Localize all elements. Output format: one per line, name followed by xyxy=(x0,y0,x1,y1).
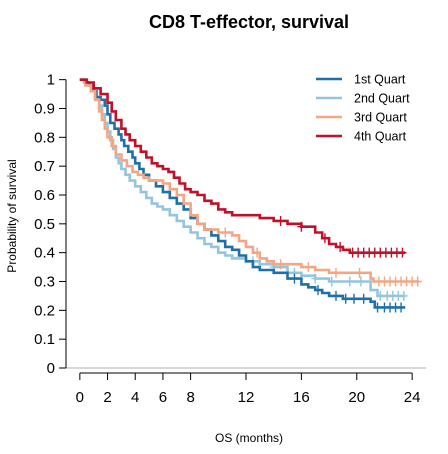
y-tick-label: 0.7 xyxy=(34,158,55,175)
legend-label: 1st Quart xyxy=(354,73,406,87)
censor-mark xyxy=(373,302,382,313)
censor-mark xyxy=(253,247,262,258)
censor-mark xyxy=(356,276,365,287)
censor-mark xyxy=(345,276,354,287)
censor-mark xyxy=(311,273,320,284)
censor-mark xyxy=(399,290,408,301)
x-tick-label: 6 xyxy=(159,389,167,406)
y-tick-label: 0.8 xyxy=(34,129,55,146)
x-tick-label: 4 xyxy=(131,389,139,406)
chart-title: CD8 T-effector, survival xyxy=(149,12,349,32)
censor-mark xyxy=(332,290,340,301)
y-tick-label: 0.5 xyxy=(34,216,55,233)
legend-label: 3rd Quart xyxy=(354,111,407,125)
censor-mark xyxy=(397,302,406,313)
legend-label: 2nd Quart xyxy=(354,92,410,106)
censor-mark xyxy=(350,293,358,304)
censor-mark xyxy=(276,259,285,270)
y-tick-label: 0.2 xyxy=(34,302,55,319)
survival-curve xyxy=(79,78,406,309)
legend-label: 4th Quart xyxy=(354,130,407,144)
censor-mark xyxy=(221,227,230,238)
y-tick-label: 0.9 xyxy=(34,100,55,117)
censor-mark xyxy=(304,262,313,273)
legend: 1st Quart 2nd Quart 3rd Quart 4th Quart xyxy=(316,73,410,144)
censor-mark xyxy=(327,276,336,287)
y-tick-label: 1 xyxy=(47,72,55,89)
censor-mark xyxy=(413,276,422,287)
y-tick-label: 0.3 xyxy=(34,273,55,290)
x-tick-label: 0 xyxy=(76,389,84,406)
censor-mark xyxy=(355,267,364,278)
x-tick-label: 8 xyxy=(186,389,194,406)
x-tick-label: 16 xyxy=(293,389,310,406)
y-axis: 0 0.1 0.2 0.3 0.4 0.5 0.6 0.7 0.8 0.9 1 xyxy=(34,72,67,377)
y-tick-label: 0 xyxy=(47,360,55,377)
survival-curves xyxy=(79,78,422,313)
x-axis-title: OS (months) xyxy=(215,431,283,445)
censor-mark xyxy=(314,285,322,296)
series-4th-quart xyxy=(79,78,407,258)
censor-mark xyxy=(359,293,368,304)
series-1st-quart xyxy=(79,78,406,313)
censor-mark xyxy=(341,293,350,304)
series-3rd-quart xyxy=(79,78,422,287)
y-tick-label: 0.6 xyxy=(34,187,55,204)
survival-curve xyxy=(79,78,406,254)
x-tick-label: 24 xyxy=(404,389,421,406)
censor-mark xyxy=(320,233,329,244)
censor-mark xyxy=(276,215,285,226)
y-tick-label: 0.1 xyxy=(34,331,55,348)
censor-mark xyxy=(398,247,407,258)
plot-area xyxy=(66,78,426,369)
censor-mark xyxy=(297,221,306,232)
censor-mark xyxy=(336,241,345,252)
x-tick-label: 12 xyxy=(238,389,255,406)
censor-mark xyxy=(376,290,385,301)
censor-mark xyxy=(290,273,299,284)
x-axis: 0 2 4 6 8 12 16 20 24 xyxy=(76,372,421,406)
censor-mark xyxy=(332,267,340,278)
x-tick-label: 2 xyxy=(103,389,111,406)
x-tick-label: 20 xyxy=(348,389,365,406)
y-tick-label: 0.4 xyxy=(34,245,55,262)
y-axis-title: Probability of survival xyxy=(5,159,19,272)
